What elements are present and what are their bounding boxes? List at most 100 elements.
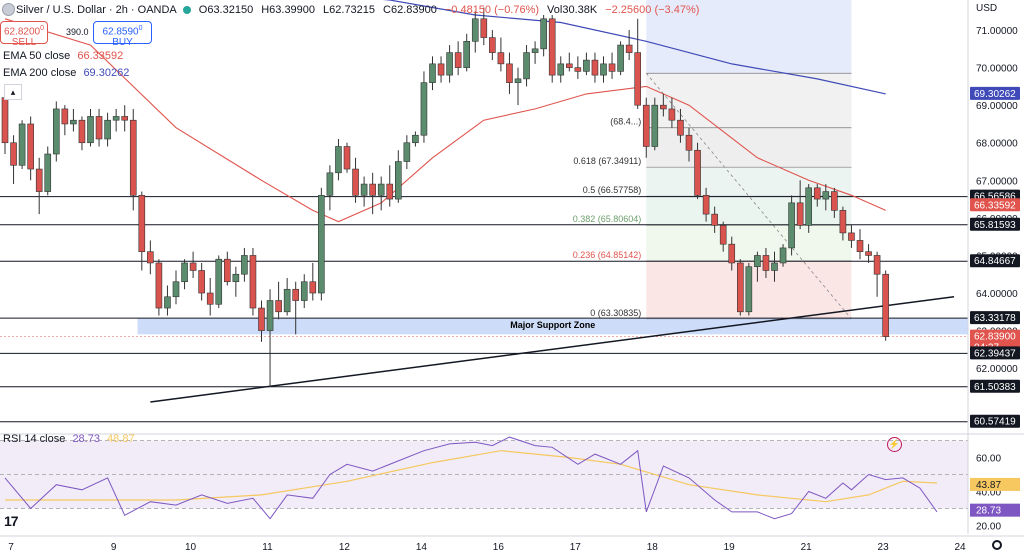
candle-body (318, 195, 325, 294)
candle (52, 101, 60, 162)
candle-body (181, 262, 188, 283)
ema200-line (382, 0, 886, 95)
candle-body (779, 247, 787, 264)
candle-body (719, 225, 727, 245)
candle-body (642, 104, 650, 147)
candle-body (35, 168, 43, 192)
candle-body (275, 300, 282, 313)
candle-body (848, 232, 855, 241)
rsi-ma-line (5, 450, 938, 503)
collapse-legend-button[interactable]: ▴ (4, 84, 22, 100)
candle (839, 206, 847, 241)
candle-body (454, 52, 462, 68)
gear-icon[interactable] (992, 540, 1002, 550)
x-tick-label: 14 (416, 542, 428, 553)
candle-body (420, 82, 428, 136)
price-label-text: 61.50383 (974, 382, 1016, 393)
candle-body (728, 243, 736, 264)
candle (112, 108, 120, 132)
price-label-text: 60.57419 (974, 417, 1016, 428)
candle (548, 15, 556, 83)
candle-body (805, 187, 813, 226)
candle-body (326, 172, 334, 196)
x-tick-label: 19 (724, 542, 736, 553)
symbol-title[interactable]: Silver / U.S. Dollar · 2h · OANDA (16, 4, 177, 16)
candle-body (762, 255, 770, 271)
ema50-line (4, 18, 886, 223)
candle (848, 225, 855, 248)
candle (181, 259, 188, 290)
flash-icon[interactable]: ⚡ (887, 437, 902, 452)
candle-body (335, 146, 342, 174)
x-tick-label: 21 (801, 542, 813, 553)
rsi-value-label: 28.73 (976, 506, 1001, 517)
candle-body (583, 59, 590, 72)
candle-body (189, 262, 197, 271)
candle (61, 105, 69, 136)
candle (523, 45, 530, 87)
candle (634, 18, 642, 109)
candle-body (463, 41, 471, 68)
price-label-box (970, 414, 1020, 428)
buy-button[interactable]: 62.85900 BUY (93, 21, 152, 48)
y-tick-label: 68.00000 (976, 139, 1018, 150)
candle-body (224, 258, 231, 283)
candle (420, 71, 428, 143)
rsi-legend[interactable]: RSI 14 close 28.73 48.87 (3, 433, 135, 445)
candle-body (52, 108, 60, 155)
price-label-text: 62.39437 (974, 348, 1016, 359)
candle (694, 142, 701, 200)
candle (10, 135, 17, 185)
candle (745, 262, 753, 316)
candle-body (87, 116, 94, 144)
candle-body (813, 187, 821, 200)
candle (18, 120, 26, 170)
candle-body (574, 67, 582, 72)
candle-body (882, 273, 889, 337)
rsi-tick-label: 60.00 (976, 454, 1001, 465)
price-label-text: 64.84667 (974, 256, 1016, 267)
currency-label[interactable]: USD (976, 3, 998, 14)
candle (489, 30, 496, 61)
y-tick-label: 67.00000 (976, 176, 1018, 187)
volume: Vol30.38K (547, 4, 598, 16)
candle (283, 277, 291, 316)
candle-body (155, 262, 163, 309)
candle-body (258, 307, 265, 331)
candle (224, 251, 231, 286)
candle (300, 274, 308, 309)
candle-body (873, 255, 881, 275)
candle (754, 251, 761, 282)
candle-body (822, 191, 830, 200)
ema50-legend[interactable]: EMA 50 close 66.33592 (3, 50, 123, 62)
candle (480, 7, 488, 46)
candle-body (10, 142, 17, 166)
candle-body (702, 195, 710, 215)
price-label-box (970, 254, 1020, 268)
candle-body (771, 262, 778, 271)
candle (377, 176, 385, 211)
candle (788, 195, 795, 256)
buy-price-sup: 0 (138, 25, 143, 32)
price-change: −0.48150 (−0.76%) (444, 4, 540, 16)
candle-body (18, 123, 26, 166)
sell-button[interactable]: 62.82000 SELL (0, 21, 48, 48)
candle (779, 244, 787, 267)
x-tick-label: 12 (339, 542, 351, 553)
candle-body (121, 116, 128, 121)
candle-body (506, 63, 513, 83)
candle-body (403, 142, 411, 162)
candle-body (164, 296, 171, 309)
candle-body (651, 104, 659, 147)
candle (600, 56, 607, 83)
candle-body (565, 63, 573, 68)
x-tick-label: 7 (8, 542, 14, 553)
price-label-text: 65.81593 (974, 220, 1016, 231)
candle (831, 187, 838, 218)
candle (771, 251, 778, 282)
candle-body (685, 134, 693, 151)
ema200-legend[interactable]: EMA 200 close 69.30262 (3, 67, 129, 79)
candle-body (617, 44, 624, 72)
candle-body (625, 44, 633, 53)
